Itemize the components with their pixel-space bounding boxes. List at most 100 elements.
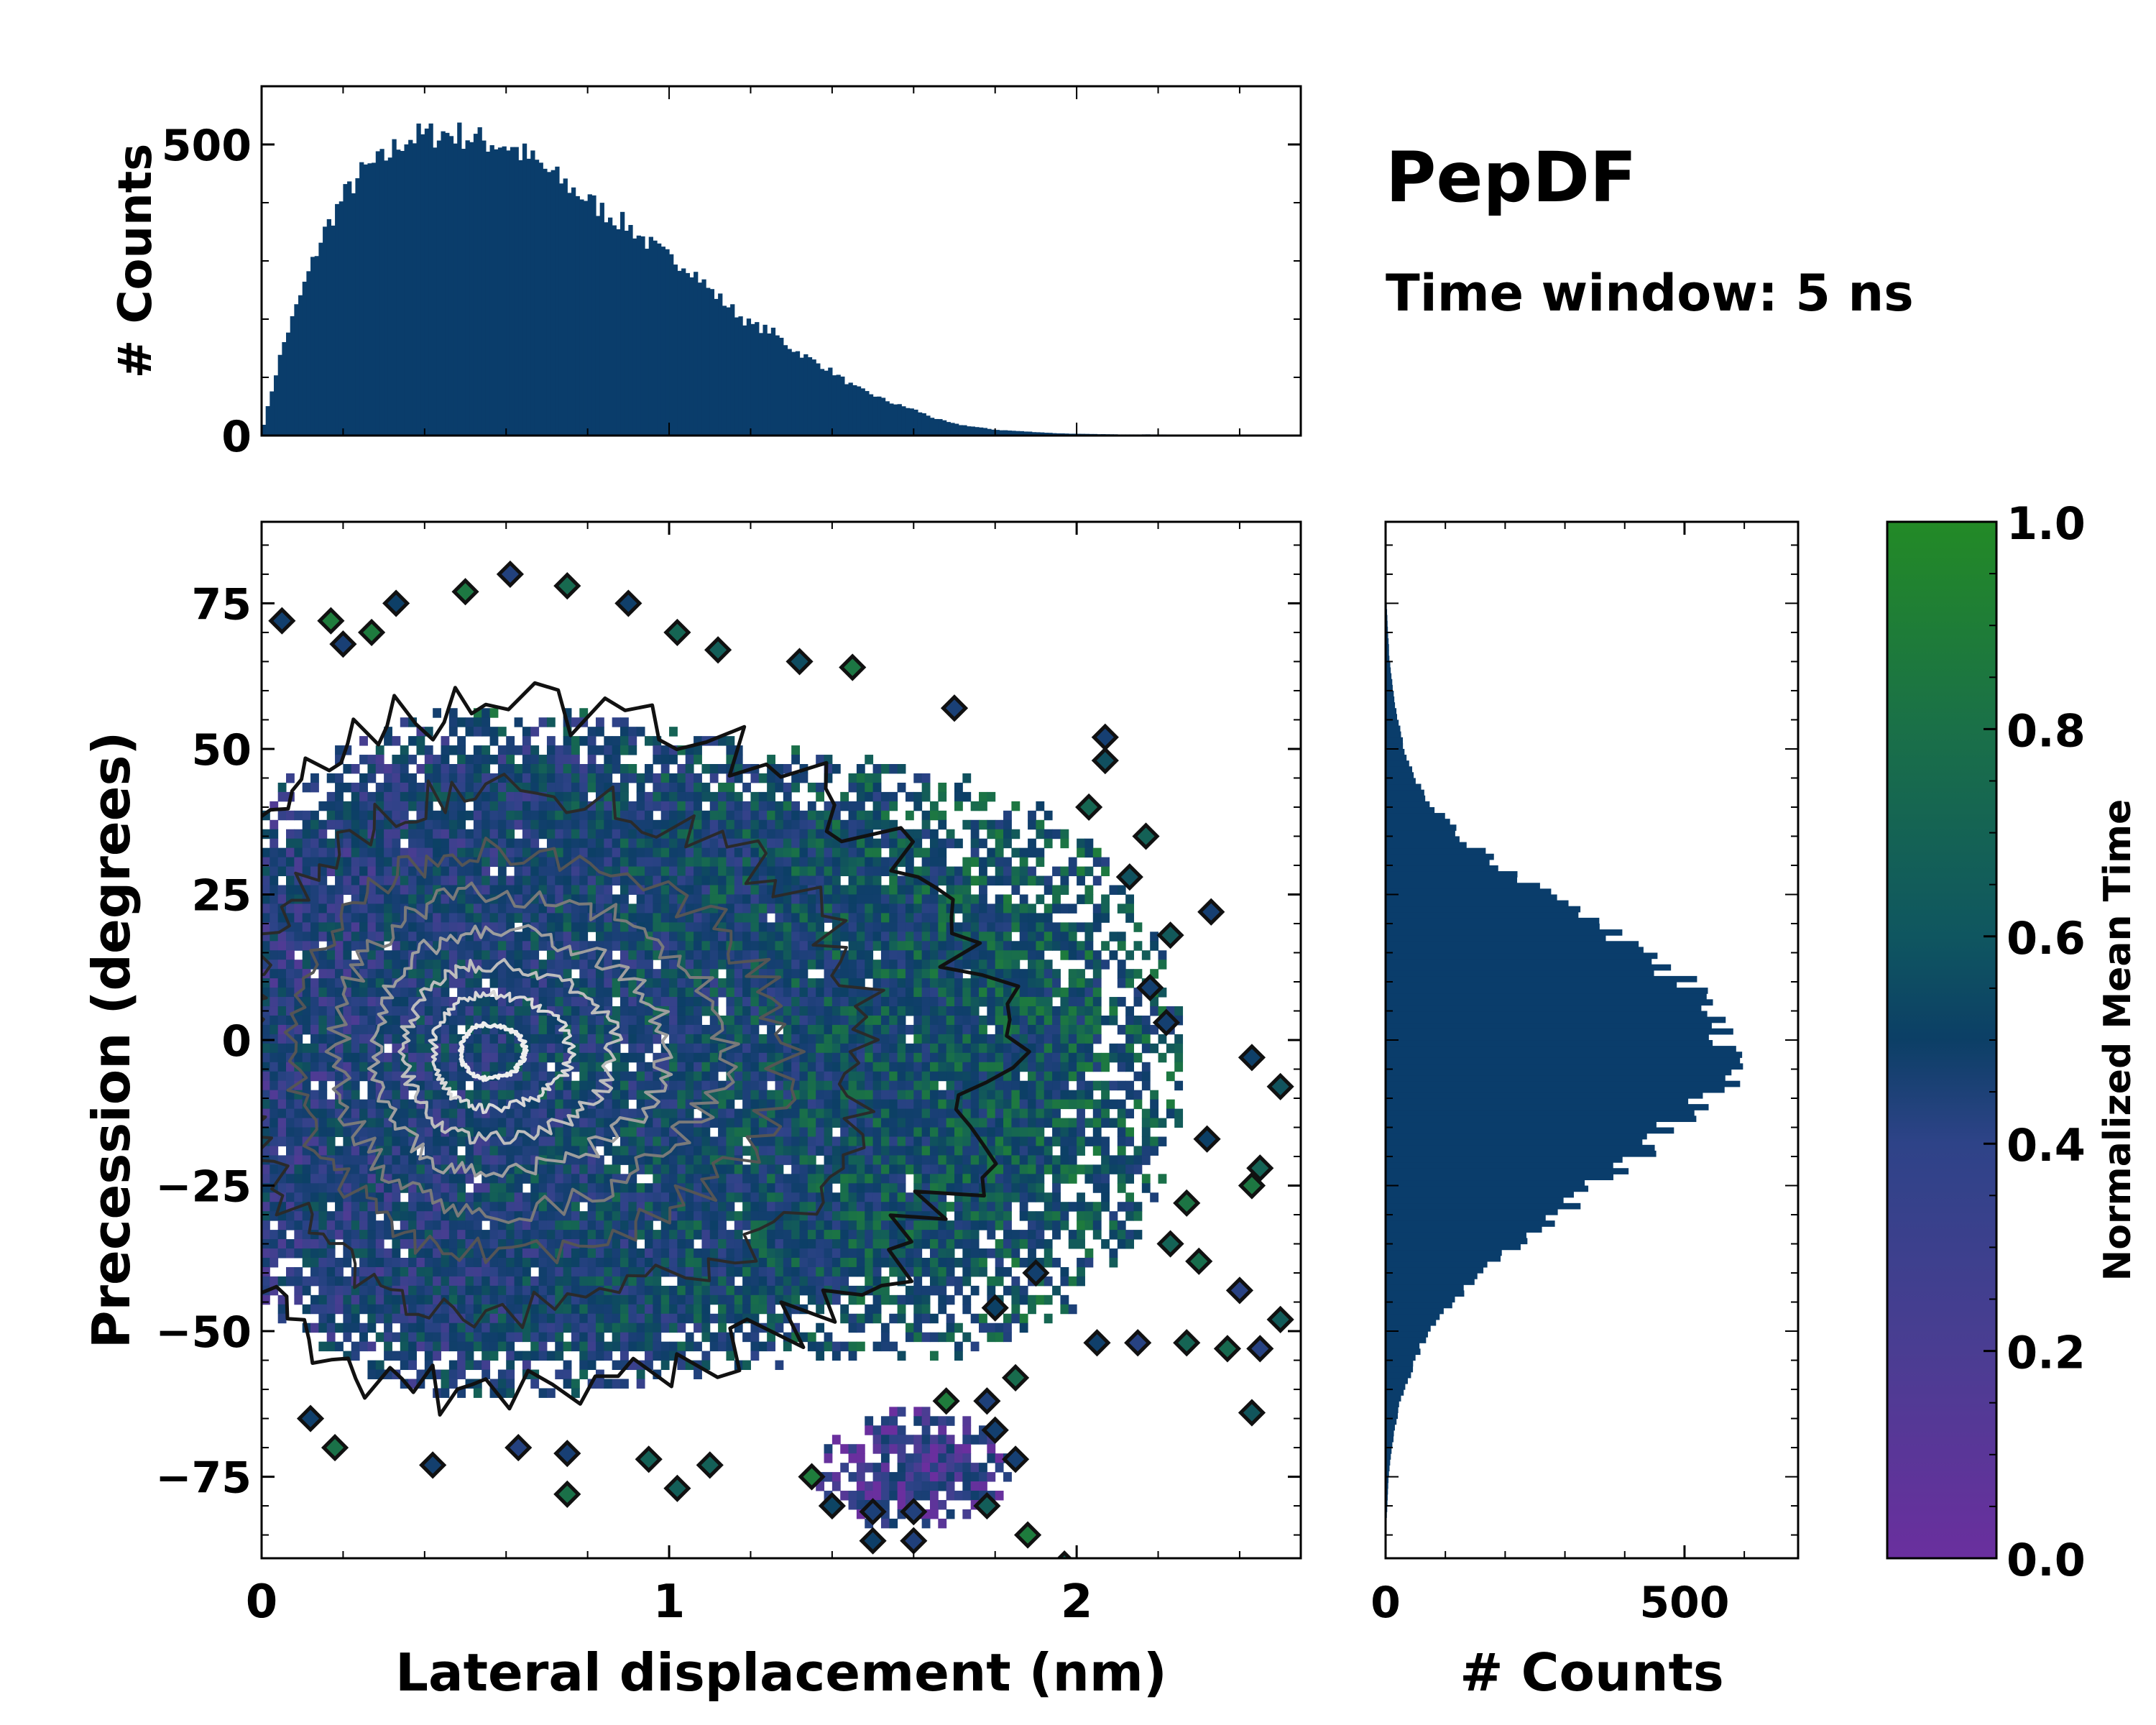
- heatmap-cell: [880, 1071, 890, 1082]
- heatmap-cell: [620, 1034, 629, 1044]
- heatmap-cell: [628, 1024, 637, 1035]
- heatmap-cell: [848, 913, 857, 923]
- heatmap-cell: [1060, 1080, 1069, 1091]
- heatmap-cell: [270, 857, 279, 868]
- heatmap-cell: [856, 791, 865, 802]
- heatmap-cell: [938, 941, 947, 951]
- heatmap-cell: [709, 988, 719, 998]
- heatmap-cell: [351, 1090, 360, 1100]
- heatmap-cell: [921, 1192, 931, 1202]
- heatmap-cell: [294, 1090, 303, 1100]
- heatmap-cell: [1101, 1164, 1110, 1174]
- heatmap-cell: [457, 1192, 466, 1202]
- heatmap-cell: [987, 1006, 996, 1016]
- heatmap-cell: [946, 875, 955, 886]
- heatmap-cell: [865, 1052, 874, 1063]
- heatmap-cell: [913, 1108, 923, 1119]
- heatmap-cell: [343, 838, 352, 849]
- heatmap-cell: [954, 1043, 963, 1054]
- heatmap-cell: [848, 1174, 857, 1184]
- heatmap-cell: [929, 1090, 939, 1100]
- heatmap-cell: [979, 988, 987, 998]
- heatmap-cell: [343, 801, 352, 811]
- heatmap-cell: [694, 922, 702, 932]
- heatmap-cell: [433, 810, 442, 821]
- heatmap-cell: [791, 875, 801, 886]
- heatmap-cell: [1019, 1024, 1028, 1035]
- heatmap-cell: [865, 1071, 874, 1082]
- heatmap-cell: [262, 1136, 270, 1146]
- heatmap-cell: [465, 913, 474, 923]
- heatmap-cell: [497, 988, 507, 998]
- heatmap-cell: [669, 950, 678, 960]
- heatmap-cell: [856, 857, 865, 868]
- heatmap-cell: [620, 932, 629, 942]
- heatmap-cell: [1092, 1136, 1102, 1146]
- heatmap-cell: [563, 829, 572, 840]
- top-histogram-bar: [628, 225, 633, 436]
- heatmap-cell: [294, 1052, 303, 1063]
- heatmap-cell: [856, 810, 865, 821]
- heatmap-cell: [441, 857, 450, 868]
- heatmap-cell: [489, 1062, 499, 1072]
- heatmap-cell: [571, 922, 580, 932]
- heatmap-cell: [579, 838, 589, 849]
- heatmap-cell: [880, 1034, 890, 1044]
- heatmap-cell: [1141, 1174, 1151, 1184]
- heatmap-cell: [816, 997, 825, 1007]
- heatmap-cell: [595, 1015, 604, 1026]
- heatmap-cell: [848, 819, 857, 830]
- heatmap-cell: [872, 801, 882, 811]
- heatmap-cell: [587, 950, 596, 960]
- heatmap-cell: [1011, 941, 1021, 951]
- heatmap-cell: [816, 1118, 825, 1128]
- heatmap-cell: [791, 978, 801, 988]
- heatmap-cell: [1117, 997, 1126, 1007]
- heatmap-cell: [750, 1136, 760, 1146]
- heatmap-cell: [929, 847, 939, 858]
- heatmap-cell: [848, 1136, 857, 1146]
- heatmap-cell: [685, 857, 694, 868]
- heatmap-cell: [294, 997, 303, 1007]
- heatmap-cell: [734, 922, 743, 932]
- heatmap-cell: [335, 773, 344, 783]
- heatmap-cell: [375, 857, 384, 868]
- heatmap-cell: [392, 1034, 401, 1044]
- heatmap-cell: [905, 1080, 914, 1091]
- heatmap-cell: [555, 791, 564, 802]
- heatmap-cell: [408, 736, 417, 746]
- heatmap-cell: [497, 773, 507, 783]
- heatmap-cell: [653, 1136, 662, 1146]
- heatmap-cell: [962, 773, 972, 783]
- heatmap-cell: [995, 1034, 1004, 1044]
- heatmap-cell: [685, 885, 694, 895]
- heatmap-cell: [555, 782, 564, 793]
- heatmap-cell: [1011, 1015, 1021, 1026]
- heatmap-cell: [636, 1071, 645, 1082]
- top-histogram-bar: [482, 140, 487, 436]
- heatmap-cell: [856, 885, 865, 895]
- top-histogram-bar: [979, 427, 984, 436]
- heatmap-cell: [669, 847, 678, 858]
- heatmap-cell: [694, 969, 702, 979]
- heatmap-cell: [645, 1192, 653, 1202]
- heatmap-cell: [742, 1062, 751, 1072]
- heatmap-cell: [1019, 922, 1028, 932]
- heatmap-cell: [522, 1071, 531, 1082]
- heatmap-cell: [880, 1090, 890, 1100]
- heatmap-cell: [448, 838, 458, 849]
- heatmap-cell: [489, 1099, 499, 1110]
- heatmap-cell: [791, 1118, 801, 1128]
- heatmap-cell: [799, 1052, 808, 1063]
- heatmap-cell: [343, 782, 352, 793]
- heatmap-cell: [1028, 978, 1036, 988]
- heatmap-cell: [767, 1118, 775, 1128]
- heatmap-cell: [979, 913, 987, 923]
- top-histogram-bar: [457, 122, 462, 436]
- heatmap-cell: [384, 932, 392, 942]
- heatmap-cell: [1028, 1062, 1036, 1072]
- heatmap-cell: [384, 875, 392, 886]
- heatmap-cell: [612, 913, 621, 923]
- heatmap-cell: [1133, 1090, 1143, 1100]
- heatmap-cell: [970, 847, 980, 858]
